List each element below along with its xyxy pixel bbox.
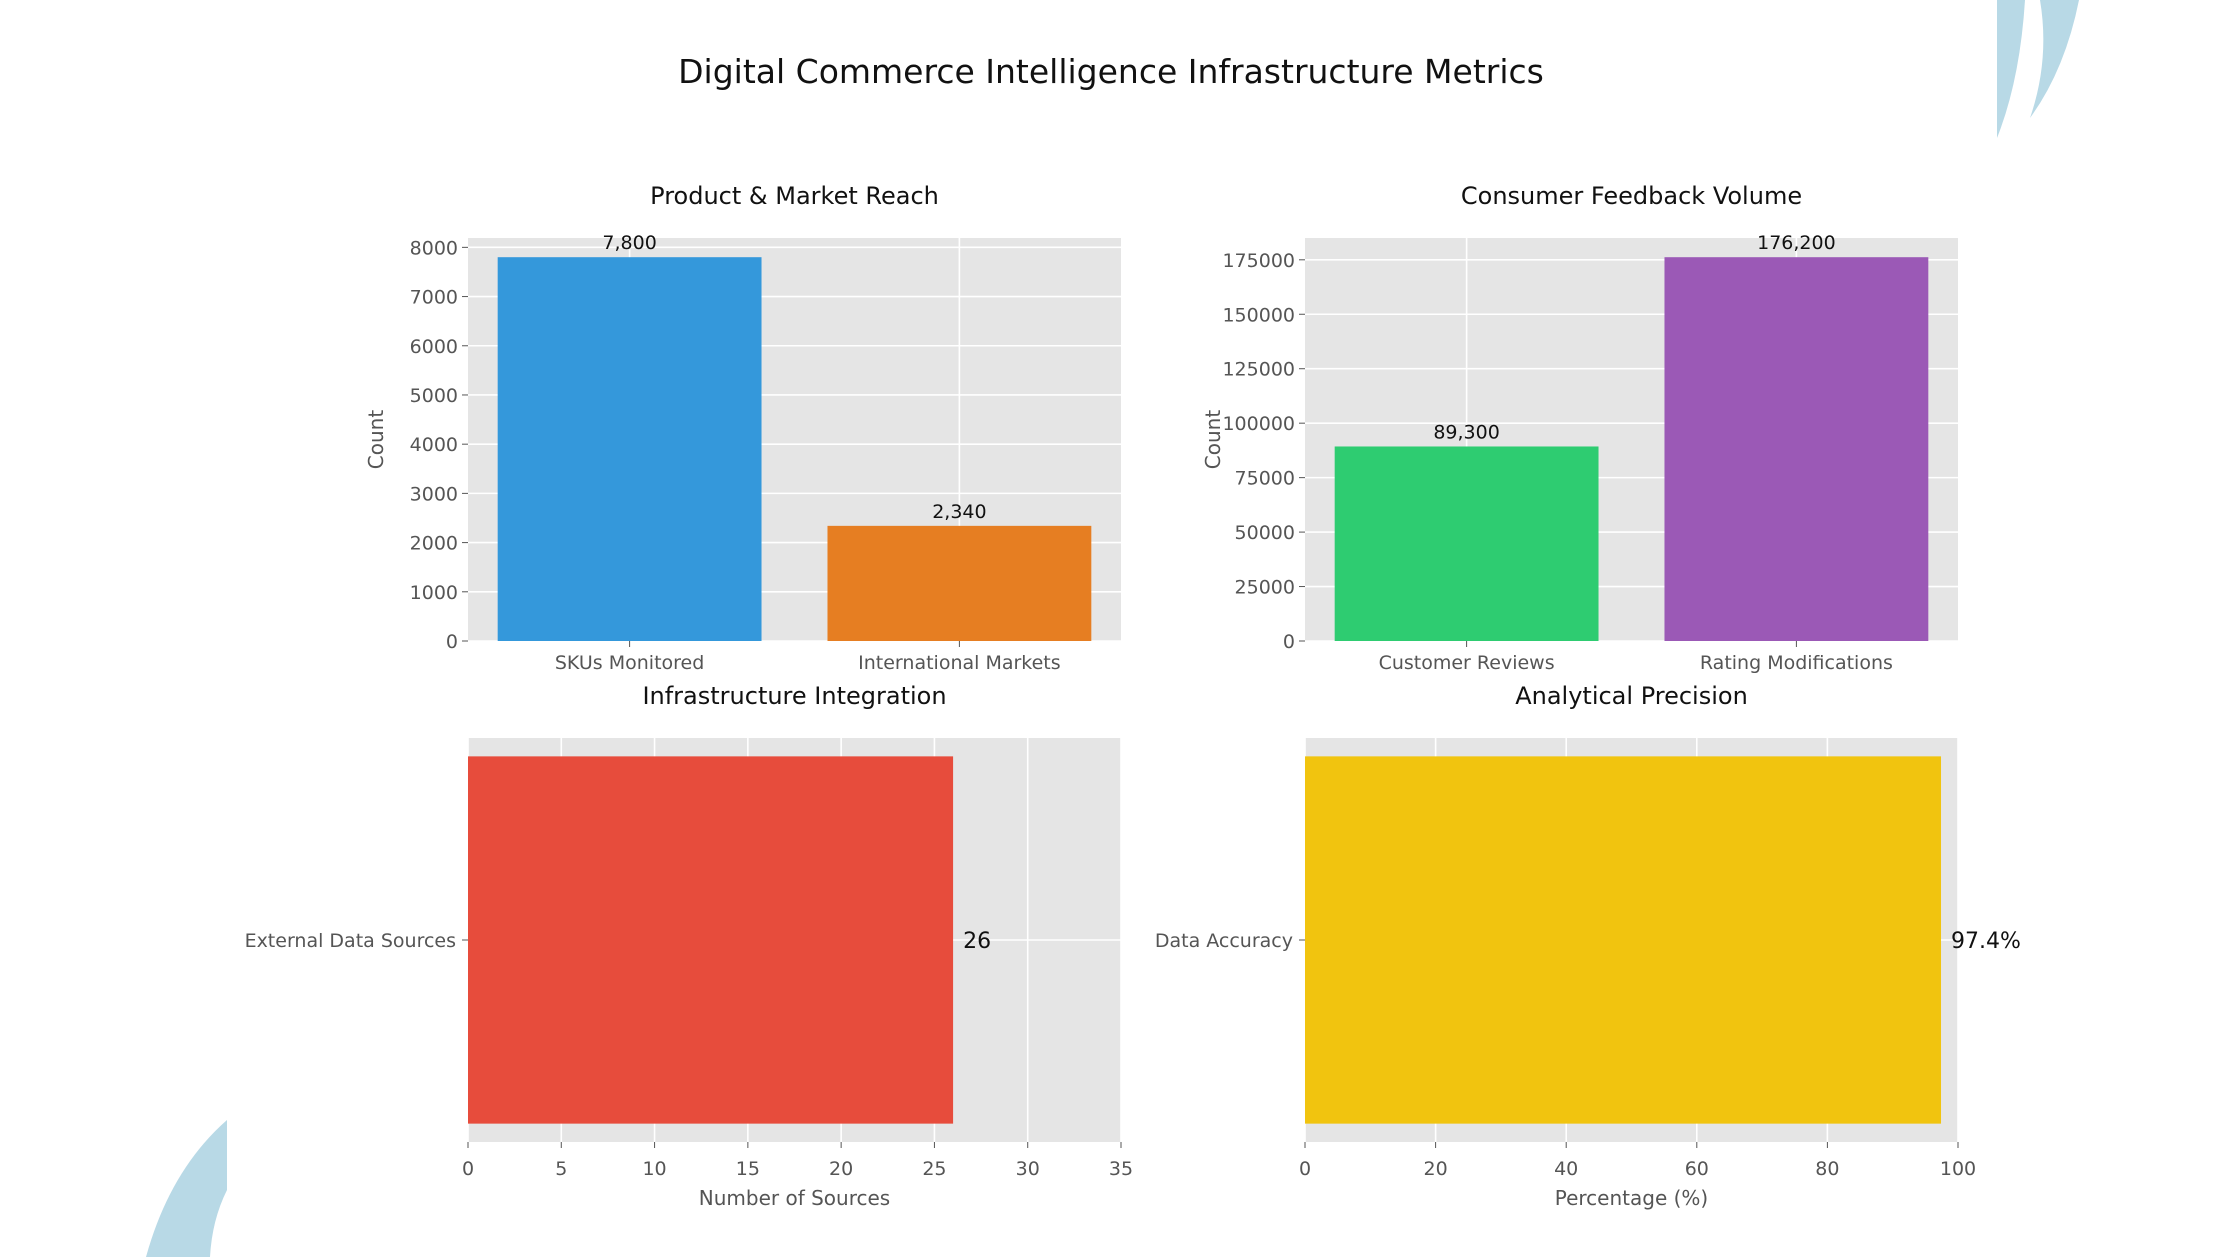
y-tick-label: 175000 bbox=[1222, 250, 1295, 272]
bar-external-data-sources bbox=[468, 756, 954, 1124]
x-tick-label: 10 bbox=[642, 1158, 666, 1180]
y-tick-label: 4000 bbox=[410, 434, 458, 456]
data-label: 89,300 bbox=[1433, 421, 1499, 443]
data-label: 2,340 bbox=[932, 501, 986, 523]
y-tick-label: 100000 bbox=[1222, 413, 1295, 435]
x-tick-label: 5 bbox=[555, 1158, 567, 1180]
decorative-arcs bbox=[146, 0, 2079, 1257]
x-tick-label: 35 bbox=[1109, 1158, 1133, 1180]
subplot-3: Infrastructure Integration 0 5 10 15 20 25 30 35… bbox=[245, 682, 1134, 1210]
y-tick-label: 125000 bbox=[1222, 359, 1295, 381]
y-axis-label: Count bbox=[1201, 410, 1225, 470]
y-tick-label: 50000 bbox=[1235, 522, 1295, 544]
x-tick-label: 40 bbox=[1554, 1158, 1578, 1180]
y-tick-label: 7000 bbox=[410, 287, 458, 309]
y-tick-label: 25000 bbox=[1235, 577, 1295, 599]
y-tick-label: 6000 bbox=[410, 336, 458, 358]
bar-customer-reviews bbox=[1334, 446, 1599, 641]
x-tick-label: 80 bbox=[1815, 1158, 1839, 1180]
y-axis-label: Count bbox=[364, 410, 388, 470]
bar-data-accuracy bbox=[1305, 756, 1942, 1124]
bar-rating-modifications bbox=[1664, 257, 1929, 641]
y-tick-label: 0 bbox=[1283, 631, 1295, 653]
y-tick-label: 0 bbox=[446, 631, 458, 653]
x-tick-label: 20 bbox=[1424, 1158, 1448, 1180]
x-tick-label: 20 bbox=[829, 1158, 853, 1180]
data-label: 176,200 bbox=[1757, 232, 1836, 254]
bar-international-markets bbox=[827, 525, 1092, 641]
x-tick-label: 100 bbox=[1940, 1158, 1976, 1180]
y-tick-label: 150000 bbox=[1222, 304, 1295, 326]
subplot-2: Consumer Feedback Volume 0 25000 50000 75000… bbox=[1201, 182, 1958, 674]
y-tick-label: 3000 bbox=[410, 483, 458, 505]
y-tick-label: External Data Sources bbox=[245, 930, 456, 952]
data-label: 26 bbox=[963, 929, 991, 954]
decorative-arc-top-1 bbox=[1997, 0, 2025, 138]
bar-skus-monitored bbox=[497, 257, 762, 641]
x-tick-label: Customer Reviews bbox=[1379, 652, 1555, 674]
subplot-4: Analytical Precision 0 20 40 60 80 100 97.4% Dat… bbox=[1155, 682, 2021, 1210]
data-label: 7,800 bbox=[602, 232, 656, 254]
subplot-title: Consumer Feedback Volume bbox=[1461, 182, 1802, 210]
x-tick-label: 25 bbox=[922, 1158, 946, 1180]
x-tick-label: 0 bbox=[1299, 1158, 1311, 1180]
decorative-arc-bottom-gap bbox=[210, 1190, 227, 1257]
x-tick-label: Rating Modifications bbox=[1700, 652, 1893, 674]
x-tick-label: International Markets bbox=[858, 652, 1061, 674]
x-tick-label: 15 bbox=[736, 1158, 760, 1180]
x-axis-label: Number of Sources bbox=[699, 1186, 890, 1210]
subplot-1: Product & Market Reach 0 1000 2000 3000 4000 5… bbox=[364, 182, 1121, 674]
subplot-title: Product & Market Reach bbox=[650, 182, 939, 210]
subplot-title: Analytical Precision bbox=[1515, 682, 1748, 710]
x-tick-label: 0 bbox=[462, 1158, 474, 1180]
main-title: Digital Commerce Intelligence Infrastruc… bbox=[678, 52, 1544, 91]
y-tick-label: Data Accuracy bbox=[1155, 930, 1293, 952]
y-tick-label: 75000 bbox=[1235, 468, 1295, 490]
subplot-title: Infrastructure Integration bbox=[642, 682, 946, 710]
decorative-arc-top-2 bbox=[2030, 0, 2079, 118]
y-tick-label: 8000 bbox=[410, 237, 458, 259]
y-tick-label: 1000 bbox=[410, 582, 458, 604]
decorative-arc-bottom-1 bbox=[146, 1120, 227, 1257]
y-tick-label: 5000 bbox=[410, 385, 458, 407]
x-tick-label: 30 bbox=[1016, 1158, 1040, 1180]
x-tick-label: SKUs Monitored bbox=[555, 652, 704, 674]
data-label: 97.4% bbox=[1951, 929, 2021, 954]
x-tick-label: 60 bbox=[1685, 1158, 1709, 1180]
x-axis-label: Percentage (%) bbox=[1555, 1186, 1708, 1210]
y-tick-label: 2000 bbox=[410, 533, 458, 555]
